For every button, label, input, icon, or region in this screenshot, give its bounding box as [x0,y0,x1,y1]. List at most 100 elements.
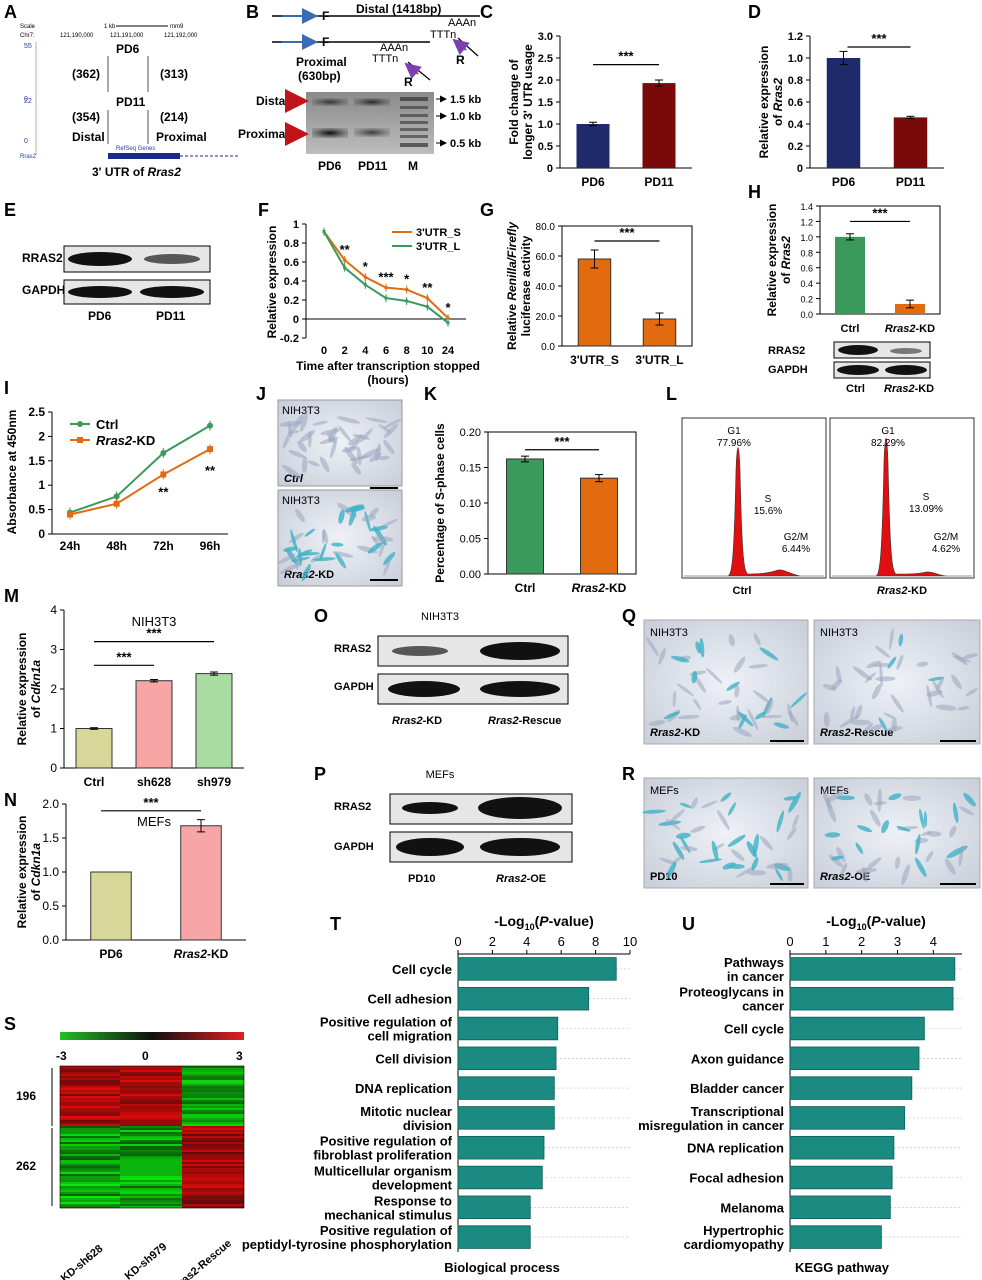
category-label: Positive regulation of [320,1015,453,1030]
polyt-1: TTTn [430,29,456,41]
s-col-1: KD-sh628 [59,1243,106,1280]
heatmap-cell [182,1206,244,1209]
heatmap-cell [120,1116,182,1119]
heatmap-cell [60,1170,120,1173]
significance-label: ** [340,242,351,257]
panel-letter-j: J [256,384,266,404]
tspan: of [779,269,793,284]
cell-shape [727,834,746,847]
bar [457,1225,531,1249]
cell-shape [299,552,320,556]
category-label: Cell adhesion [367,992,452,1007]
cell-shape [728,864,745,869]
heatmap-cell [182,1082,244,1085]
cell-shape [299,412,308,432]
tspan: -KD [207,947,229,961]
heatmap-cell [182,1078,244,1081]
tspan: Relative expression [765,204,779,317]
cell-shape [923,811,928,827]
y-tick-label: 40.0 [536,282,556,293]
panel-letter-m: M [4,586,19,606]
data-point [207,422,213,429]
cell-shape [748,664,768,669]
heatmap-cell [60,1088,120,1091]
heatmap-cell [60,1186,120,1189]
cell-shape [790,692,808,708]
y-axis-label: Relative Renilla/Firefly [505,221,519,350]
bar [457,1106,555,1130]
heatmap-cell [60,1148,120,1151]
cell-shape [887,656,897,669]
heatmap-cell [120,1102,182,1105]
heatmap-cell [60,1096,120,1099]
heatmap-cell [182,1094,244,1097]
tspan: Rras2 [885,323,916,335]
heatmap-cell [120,1202,182,1205]
cell-shape [319,456,330,473]
bar [506,458,544,575]
cell-shape [288,422,293,438]
track-max-1: 55 [24,43,32,50]
bar [789,1135,895,1160]
cell-shape [775,867,783,882]
cell-shape [958,845,964,867]
heatmap-cell [60,1194,120,1197]
panel-p-blot: MEFs RRAS2 GAPDH PD10 Rras2-OE [334,769,573,885]
panel-letter-s: S [4,1014,16,1034]
panel-letter-i: I [4,378,9,398]
y-axis-label: Percentage of S-phase cells [433,423,447,583]
heatmap-cell [182,1152,244,1155]
micrograph-j-ctrl [277,399,403,487]
cell-shape [890,694,904,713]
y-tick-label: 1.5 [538,97,553,109]
x-axis-label: KEGG pathway [795,1260,890,1275]
tspan: Rras2 [771,78,785,112]
heatmap-cell [60,1204,120,1207]
y-tick-label: 60.0 [536,252,556,263]
data-point [207,446,213,453]
lane-h-ctrl: Ctrl [846,383,865,395]
cell-shape [863,722,874,733]
heatmap-cell [182,1122,244,1125]
cell-shape [277,554,296,564]
tspan: Relative expression [15,816,29,929]
cell-shape [728,634,735,647]
y-tick-label: 0 [38,527,45,541]
heatmap-cell [60,1134,120,1137]
y-tick-label: 0 [797,163,803,175]
blot-e-rras2: RRAS2 [22,251,63,265]
heatmap-cell [182,1076,244,1079]
heatmap-cell [60,1168,120,1171]
cell-shape [295,508,305,522]
tspan: Relative [505,301,519,350]
heatmap-cell [182,1108,244,1111]
cell-shape [856,825,873,833]
heatmap-cell [60,1092,120,1095]
cell-shape [751,857,759,871]
heatmap-cell [120,1106,182,1109]
heatmap-cell [182,1114,244,1117]
y-tick-label: 2.5 [538,53,553,65]
heatmap-cell [60,1172,120,1175]
utr-caption: 3' UTR of Rras2 [92,165,181,179]
site-proximal: Proximal [156,130,207,144]
heatmap-cell [60,1150,120,1153]
blot-e-gapdh: GAPDH [22,283,65,297]
panel-o-blot: NIH3T3 RRAS2 GAPDH Rras2-KD Rras2-Rescue [334,611,569,727]
cell-shape [936,677,944,690]
cell-shape [369,452,382,462]
y-tick-label: 0 [293,314,299,326]
cell-shape [736,866,755,878]
chr-label: Chr7: [20,33,35,39]
cell-shape [759,835,774,851]
x-tick-label: 8 [592,934,599,949]
heatmap-cell [182,1130,244,1133]
bar [893,117,928,168]
cell-shape [312,420,328,426]
cell-shape [361,515,377,522]
cell-shape [367,542,383,554]
bar [789,1225,882,1249]
cell-shape [380,518,399,528]
significance-label: *** [618,49,634,64]
